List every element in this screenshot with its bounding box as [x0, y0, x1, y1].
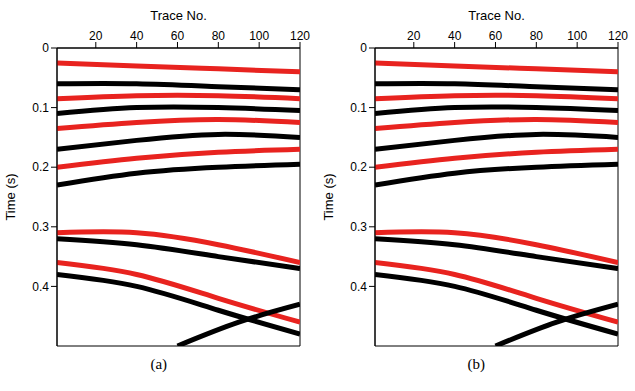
html-text:(b): (b)	[467, 356, 485, 372]
svg-text:0.3: 0.3	[350, 220, 367, 234]
svg-text:120: 120	[290, 29, 310, 43]
svg-text:Trace No.: Trace No.	[150, 8, 207, 23]
svg-text:Time (s): Time (s)	[3, 173, 18, 220]
svg-text:60: 60	[489, 29, 503, 43]
svg-text:60: 60	[171, 29, 185, 43]
svg-text:40: 40	[130, 29, 144, 43]
html-text:(a): (a)	[150, 356, 168, 372]
svg-text:120: 120	[608, 29, 628, 43]
svg-text:0.4: 0.4	[33, 280, 50, 294]
svg-text:0: 0	[360, 41, 367, 55]
svg-text:80: 80	[212, 29, 226, 43]
svg-text:0.2: 0.2	[350, 160, 367, 174]
svg-text:80: 80	[529, 29, 543, 43]
svg-text:100: 100	[567, 29, 587, 43]
svg-text:20: 20	[407, 29, 421, 43]
svg-text:100: 100	[249, 29, 269, 43]
svg-text:0.2: 0.2	[33, 160, 50, 174]
svg-text:Time (s): Time (s)	[320, 173, 335, 220]
svg-text:0.4: 0.4	[350, 280, 367, 294]
svg-text:Trace No.: Trace No.	[468, 8, 525, 23]
svg-text:0.3: 0.3	[33, 220, 50, 234]
svg-text:40: 40	[448, 29, 462, 43]
svg-text:0.1: 0.1	[350, 101, 367, 115]
svg-text:0: 0	[43, 41, 50, 55]
svg-text:20: 20	[89, 29, 103, 43]
svg-text:0.1: 0.1	[33, 101, 50, 115]
